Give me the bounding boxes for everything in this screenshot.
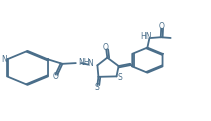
Text: N: N [1, 55, 7, 64]
Text: O: O [158, 22, 164, 31]
Text: S: S [95, 83, 99, 92]
Text: O: O [103, 43, 109, 52]
Text: NH: NH [79, 58, 90, 67]
Text: N: N [87, 59, 93, 68]
Text: HN: HN [140, 32, 151, 41]
Text: S: S [118, 73, 123, 82]
Text: O: O [53, 72, 59, 81]
